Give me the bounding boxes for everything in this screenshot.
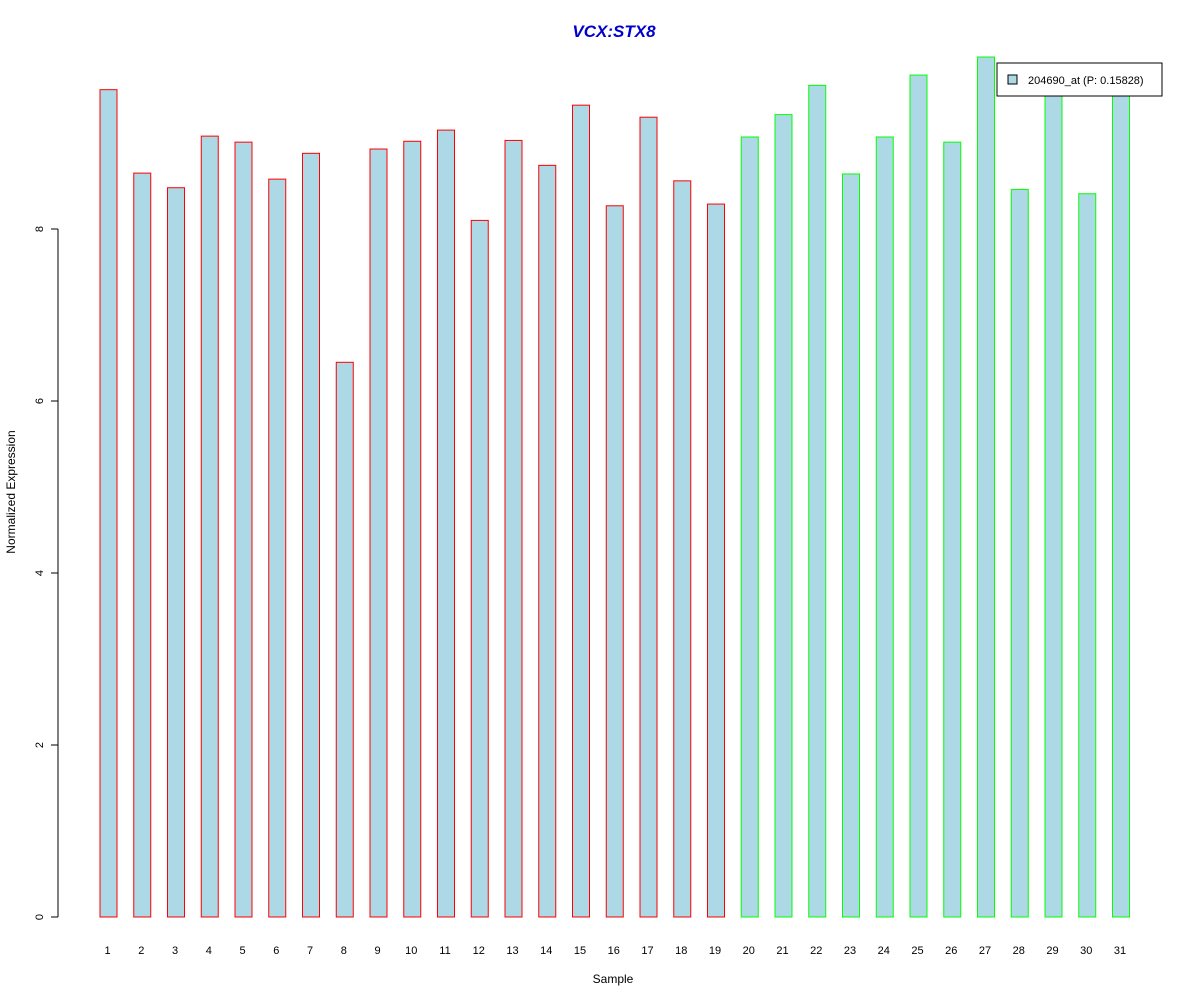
bar-sample-29	[1044, 88, 1063, 918]
bar-sample-31	[1112, 88, 1130, 918]
x-tick-label: 22	[810, 945, 822, 957]
bar-sample-22	[808, 84, 827, 918]
y-axis: 0 2 4 6 8	[34, 226, 59, 920]
x-tick-label: 24	[878, 945, 890, 957]
bar-sample-7	[302, 152, 320, 918]
x-tick-label: 19	[709, 945, 721, 957]
x-axis-title: Sample	[593, 972, 634, 986]
bars-group	[99, 56, 1130, 918]
x-tick-label: 7	[307, 945, 313, 957]
bar-sample-20	[740, 136, 759, 918]
x-tick-label: 15	[574, 945, 586, 957]
x-tick-label: 9	[374, 945, 380, 957]
bar-sample-11	[437, 129, 455, 918]
y-tick-label: 2	[34, 742, 46, 748]
x-tick-label: 17	[641, 945, 653, 957]
x-tick-label: 12	[473, 945, 485, 957]
x-tick-label: 2	[138, 945, 144, 957]
y-axis-title: Normalized Expression	[4, 430, 18, 553]
y-tick-label: 0	[34, 914, 46, 920]
x-tick-label: 13	[506, 945, 518, 957]
x-tick-label: 4	[206, 945, 212, 957]
x-tick-label: 16	[608, 945, 620, 957]
bar-sample-16	[605, 205, 624, 918]
bar-sample-8	[335, 361, 354, 918]
legend-swatch	[1007, 74, 1018, 85]
bar-sample-5	[234, 141, 253, 918]
y-tick-label: 4	[34, 570, 46, 576]
bar-sample-27	[977, 56, 995, 918]
x-tick-label: 20	[743, 945, 755, 957]
bar-sample-9	[369, 148, 388, 918]
x-tick-label: 5	[239, 945, 245, 957]
bar-sample-23	[842, 173, 860, 918]
bar-sample-13	[504, 139, 523, 918]
x-tick-label: 8	[341, 945, 347, 957]
x-tick-label: 25	[911, 945, 923, 957]
bar-sample-1	[99, 89, 118, 918]
chart-title: VCX:STX8	[572, 22, 656, 41]
bar-sample-10	[403, 140, 422, 918]
x-tick-label: 18	[675, 945, 687, 957]
x-tick-label: 14	[540, 945, 552, 957]
legend-label: 204690_at (P: 0.15828)	[1028, 75, 1144, 87]
x-tick-label: 6	[273, 945, 279, 957]
bar-sample-17	[639, 116, 658, 918]
x-tick-label: 10	[405, 945, 417, 957]
bar-sample-25	[909, 74, 928, 918]
x-tick-label: 30	[1080, 945, 1092, 957]
bar-sample-6	[268, 178, 287, 918]
x-tick-label: 27	[979, 945, 991, 957]
bar-sample-2	[133, 172, 152, 918]
x-tick-label: 11	[439, 945, 450, 957]
x-axis-labels: 1 2 3 4 5 6 7 8 9 10 11 12 13 14 15 16 17 18 19 20 21 22 23 24 2…	[104, 945, 1126, 957]
bar-sample-21	[774, 114, 793, 918]
bar-sample-30	[1078, 193, 1097, 918]
x-tick-label: 21	[776, 945, 788, 957]
bar-sample-28	[1010, 188, 1029, 918]
x-tick-label: 23	[844, 945, 856, 957]
bar-sample-3	[167, 187, 185, 918]
bar-sample-15	[572, 104, 590, 918]
bar-sample-4	[200, 135, 219, 918]
x-tick-label: 1	[104, 945, 110, 957]
bar-sample-12	[470, 219, 489, 918]
x-tick-label: 29	[1046, 945, 1058, 957]
y-tick-label: 8	[34, 226, 46, 232]
bar-sample-24	[875, 136, 894, 918]
x-tick-label: 31	[1114, 945, 1126, 957]
bar-sample-26	[943, 141, 962, 918]
bar-sample-18	[673, 180, 692, 918]
y-tick-label: 6	[34, 398, 46, 404]
x-tick-label: 3	[172, 945, 178, 957]
x-tick-label: 28	[1013, 945, 1025, 957]
bar-sample-14	[538, 164, 557, 918]
legend-box	[996, 62, 1163, 97]
legend: 204690_at (P: 0.15828)	[996, 62, 1163, 97]
x-tick-label: 26	[945, 945, 957, 957]
bar-sample-19	[707, 203, 725, 918]
